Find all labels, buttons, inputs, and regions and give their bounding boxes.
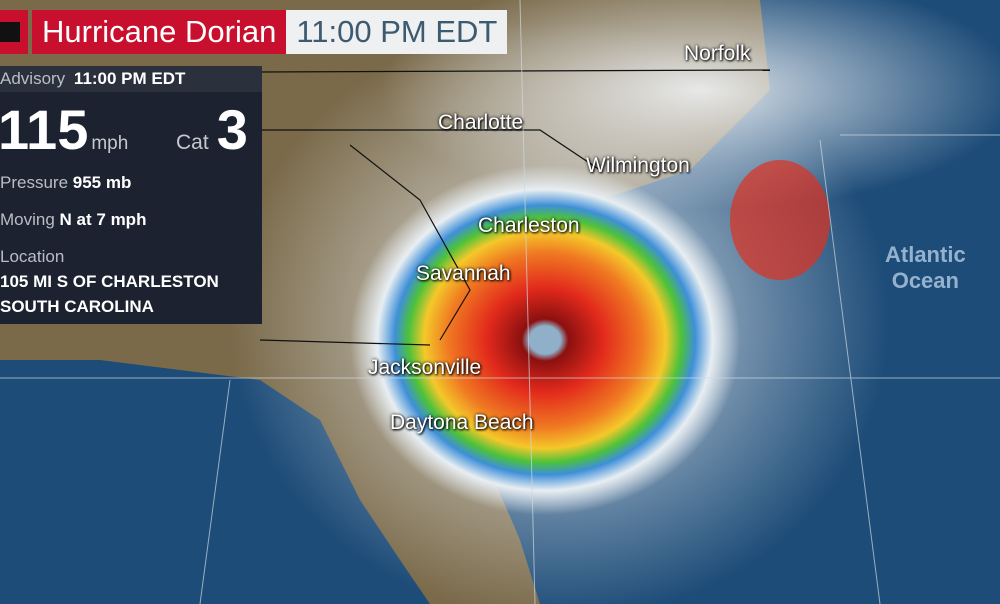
city-label-norfolk: Norfolk bbox=[684, 42, 751, 65]
wind-speed-value: 115 bbox=[0, 98, 89, 161]
logo-block bbox=[0, 10, 28, 54]
location-label: Location bbox=[0, 247, 65, 266]
location-line1: 105 MI S OF CHARLESTON bbox=[0, 272, 219, 291]
pressure-value: 955 mb bbox=[72, 173, 132, 192]
ocean-label-line1: Atlantic bbox=[885, 242, 966, 267]
ocean-label: Atlantic Ocean bbox=[885, 242, 966, 294]
city-label-savannah: Savannah bbox=[416, 262, 511, 285]
title-bar: Hurricane Dorian 11:00 PM EDT bbox=[0, 10, 508, 54]
ocean-label-line2: Ocean bbox=[891, 268, 959, 293]
category-label: Cat bbox=[176, 131, 209, 154]
wind-unit: mph bbox=[91, 133, 129, 154]
moving-value: N at 7 mph bbox=[59, 210, 147, 229]
moving-row: Moving N at 7 mph bbox=[0, 210, 146, 230]
square-icon bbox=[0, 22, 20, 42]
category-value: 3 bbox=[216, 98, 248, 161]
moving-label: Moving bbox=[0, 210, 55, 229]
city-label-charleston: Charleston bbox=[478, 214, 580, 237]
pressure-label: Pressure bbox=[0, 173, 69, 192]
location-line2: SOUTH CAROLINA bbox=[0, 297, 154, 316]
city-label-charlotte: Charlotte bbox=[438, 111, 524, 134]
city-label-wilmington: Wilmington bbox=[586, 154, 690, 177]
wind-speed: 115 mph bbox=[0, 100, 128, 174]
advisory-header: Advisory 11:00 PM EDT bbox=[0, 66, 262, 92]
city-label-daytona-beach: Daytona Beach bbox=[390, 411, 534, 434]
storm-name: Hurricane Dorian bbox=[32, 10, 287, 54]
advisory-panel: Advisory 11:00 PM EDT 115 mph Cat 3 Pressu… bbox=[0, 66, 262, 324]
city-label-jacksonville: Jacksonville bbox=[368, 356, 482, 379]
category: Cat 3 bbox=[176, 100, 248, 173]
title-time: 11:00 PM EDT bbox=[286, 10, 508, 54]
advisory-label: Advisory bbox=[0, 69, 66, 88]
advisory-time: 11:00 PM EDT bbox=[73, 69, 186, 88]
pressure-row: Pressure 955 mb bbox=[0, 173, 131, 193]
